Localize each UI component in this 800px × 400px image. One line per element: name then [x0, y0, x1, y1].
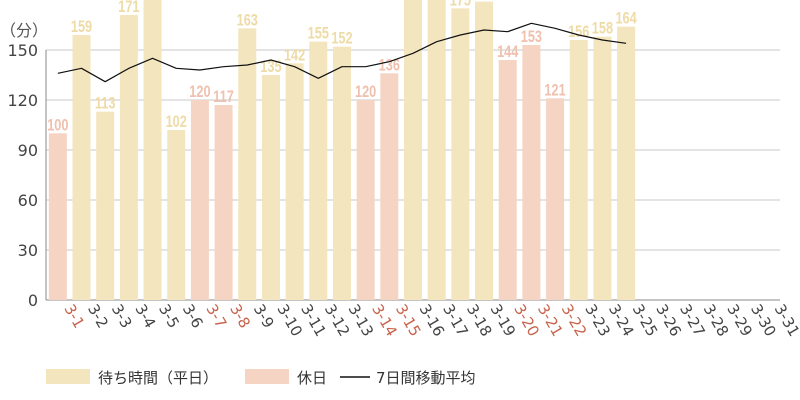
- data-label: 171: [118, 0, 139, 17]
- moving-average-line: [57, 22, 627, 83]
- y-tick-label: 120: [7, 91, 38, 110]
- x-tick-label: 3-5: [155, 301, 183, 331]
- data-label: 120: [355, 82, 376, 101]
- bar-3-12: [309, 41, 328, 301]
- y-tick-label: 150: [7, 41, 38, 60]
- x-tick-label: 3-9: [250, 301, 278, 331]
- legend-label: 休日: [297, 369, 327, 387]
- bar-3-1: [48, 133, 67, 300]
- x-tick-label: 3-4: [131, 301, 159, 331]
- bar-3-9: [238, 28, 257, 300]
- data-label: 158: [592, 19, 613, 38]
- data-label: 159: [71, 17, 92, 36]
- y-tick-label: 60: [18, 191, 38, 210]
- data-label: 153: [521, 27, 542, 46]
- bar-3-19: [475, 1, 494, 301]
- x-tick-label: 3-8: [226, 301, 254, 331]
- data-label: 100: [47, 116, 68, 135]
- y-tick-label: 30: [18, 241, 38, 260]
- legend-label: 待ち時間（平日）: [98, 369, 218, 387]
- bar-3-10: [261, 75, 280, 300]
- bar-3-8: [214, 105, 233, 300]
- legend-label: 7日間移動平均: [376, 369, 476, 387]
- bar-3-21: [522, 45, 541, 300]
- data-label: 152: [331, 29, 352, 48]
- x-tick-label: 3-3: [108, 301, 136, 331]
- x-tick-label: 3-31: [771, 301, 800, 339]
- x-tick-label: 3-1: [60, 301, 88, 331]
- data-label: 163: [237, 11, 258, 30]
- unit-label: （分）: [0, 21, 48, 40]
- bar-3-16: [404, 0, 422, 301]
- data-label: 121: [544, 81, 565, 100]
- x-tick-label: 3-6: [179, 301, 207, 331]
- data-label: 144: [497, 42, 519, 61]
- legend-swatch: [46, 369, 90, 384]
- data-label: 117: [213, 87, 234, 106]
- data-label: 120: [189, 82, 210, 101]
- bar-3-24: [593, 36, 612, 301]
- data-label: 175: [450, 0, 471, 10]
- bar-3-6: [167, 130, 186, 300]
- bar-3-7: [190, 100, 209, 300]
- bar-3-15: [380, 73, 399, 300]
- bar-3-17: [427, 0, 446, 300]
- bar-3-4: [119, 15, 138, 300]
- y-tick-label: 90: [18, 141, 38, 160]
- data-label: 164: [615, 9, 637, 28]
- bar-3-25: [617, 26, 636, 301]
- bar-3-13: [332, 46, 351, 300]
- data-label: 102: [166, 112, 187, 131]
- x-tick-label: 3-7: [202, 301, 230, 331]
- bar-3-23: [569, 40, 588, 300]
- bar-3-14: [356, 100, 375, 300]
- bar-3-5: [143, 0, 162, 301]
- data-label: 156: [568, 22, 589, 41]
- data-label: 179: [473, 0, 494, 3]
- data-label: 136: [379, 56, 400, 75]
- bar-3-20: [498, 60, 517, 300]
- y-tick-label: 0: [28, 291, 38, 310]
- bar-3-11: [285, 63, 304, 301]
- bar-3-18: [451, 8, 470, 300]
- bar-3-3: [96, 111, 115, 301]
- bar-3-22: [546, 98, 565, 300]
- bar-3-2: [72, 35, 91, 300]
- legend-swatch: [245, 369, 289, 384]
- data-label: 113: [95, 94, 116, 113]
- data-label: 155: [308, 24, 329, 43]
- x-tick-label: 3-2: [84, 301, 112, 331]
- data-label: 142: [284, 46, 305, 65]
